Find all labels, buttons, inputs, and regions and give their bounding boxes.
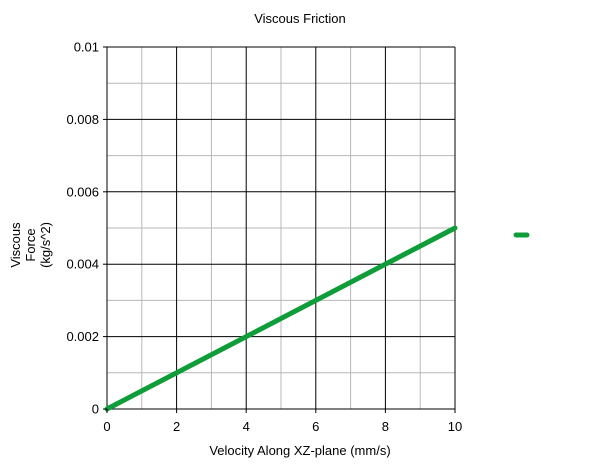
chart-title: Viscous Friction — [254, 11, 346, 26]
x-tick-label: 6 — [312, 419, 319, 434]
tick-layer: 0 2 4 6 8 10 0 0.002 0.004 0.006 0.008 0.01 — [66, 40, 462, 435]
y-axis-label-line-3: (kg/s^2) — [38, 222, 53, 268]
y-tick-label: 0.002 — [66, 329, 99, 344]
x-tick-label: 8 — [382, 419, 389, 434]
y-axis-label-line-2: Force — [23, 228, 38, 261]
y-tick-label: 0.004 — [66, 257, 99, 272]
series-line — [104, 225, 458, 412]
grid-layer — [106, 46, 456, 410]
x-tick-label: 0 — [103, 419, 110, 434]
series-layer — [104, 225, 458, 412]
y-axis-label-line-1: Viscous — [8, 222, 23, 268]
y-axis-label: Viscous Force (kg/s^2) — [8, 222, 53, 268]
x-tick-label: 10 — [448, 419, 462, 434]
y-tick-label: 0 — [92, 402, 99, 417]
y-tick-label: 0.01 — [74, 40, 99, 55]
y-tick-label: 0.006 — [66, 184, 99, 199]
y-tick-label: 0.008 — [66, 112, 99, 127]
x-tick-label: 4 — [243, 419, 250, 434]
x-tick-label: 2 — [173, 419, 180, 434]
x-axis-label: Velocity Along XZ-plane (mm/s) — [209, 443, 390, 458]
